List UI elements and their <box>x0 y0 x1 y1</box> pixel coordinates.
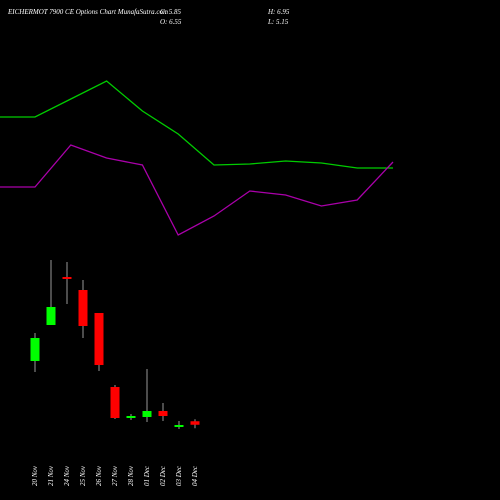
candle-body <box>30 338 40 361</box>
x-tick-label: 28 Nov <box>127 465 135 486</box>
candle-body <box>174 425 184 427</box>
ohlc-label: O: 6.55 <box>160 18 182 26</box>
x-tick-label: 01 Dec <box>143 465 151 486</box>
candle-body <box>158 411 168 416</box>
candle-body <box>62 277 72 279</box>
x-tick-label: 27 Nov <box>111 465 119 486</box>
x-tick-label: 20 Nov <box>31 465 39 486</box>
indicator-line <box>0 80 393 169</box>
ohlc-label: H: 6.95 <box>267 8 290 16</box>
x-tick-label: 26 Nov <box>95 465 103 486</box>
ohlc-label: C: 5.85 <box>160 8 182 16</box>
candle-body <box>78 290 88 326</box>
x-tick-label: 03 Dec <box>175 465 183 486</box>
x-tick-label: 21 Nov <box>47 465 55 486</box>
candle-body <box>94 313 104 365</box>
ohlc-label: L: 5.15 <box>267 18 289 26</box>
candle-body <box>126 416 136 418</box>
chart-title: EICHERMOT 7900 CE Options Chart MunafaSu… <box>7 8 168 16</box>
x-tick-label: 24 Nov <box>63 465 71 486</box>
candle-body <box>46 307 56 325</box>
indicator-line <box>0 144 394 236</box>
candle-body <box>190 421 200 425</box>
x-tick-label: 02 Dec <box>159 465 167 486</box>
candle-body <box>110 387 120 418</box>
candle-body <box>142 411 152 417</box>
x-tick-label: 25 Nov <box>79 465 87 486</box>
x-tick-label: 04 Dec <box>191 465 199 486</box>
